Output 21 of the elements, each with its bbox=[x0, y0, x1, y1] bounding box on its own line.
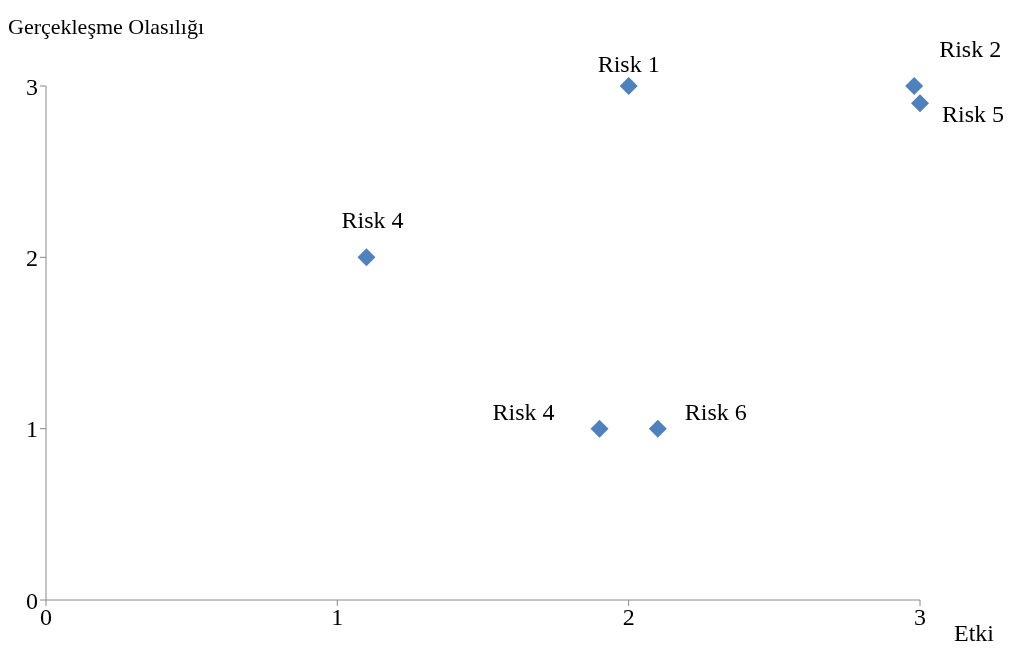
point bbox=[648, 419, 667, 438]
x-tick-label: 1 bbox=[331, 604, 344, 631]
point bbox=[619, 77, 638, 95]
point bbox=[357, 248, 376, 267]
annotation: Risk 5 bbox=[941, 101, 1005, 128]
annotation: Risk 6 bbox=[684, 398, 747, 425]
point bbox=[590, 419, 609, 438]
point bbox=[911, 94, 929, 113]
point bbox=[905, 77, 924, 95]
x-tick-label: 3 bbox=[914, 604, 926, 631]
y-tick-label: 2 bbox=[26, 244, 38, 271]
x-axis-title: Etki bbox=[954, 620, 994, 647]
y-tick-label: 1 bbox=[26, 416, 38, 443]
annotation: Risk 4 bbox=[492, 398, 555, 425]
y-tick-label: 3 bbox=[26, 73, 38, 100]
x-tick-label: 2 bbox=[622, 604, 635, 631]
annotation: Risk 1 bbox=[597, 51, 660, 77]
annotation: Risk 2 bbox=[939, 36, 1002, 62]
y-axis-title: Gerçekleşme Olasılığı bbox=[8, 14, 205, 40]
y-tick-label: 0 bbox=[26, 587, 38, 614]
annotation: Risk 4 bbox=[341, 207, 404, 234]
